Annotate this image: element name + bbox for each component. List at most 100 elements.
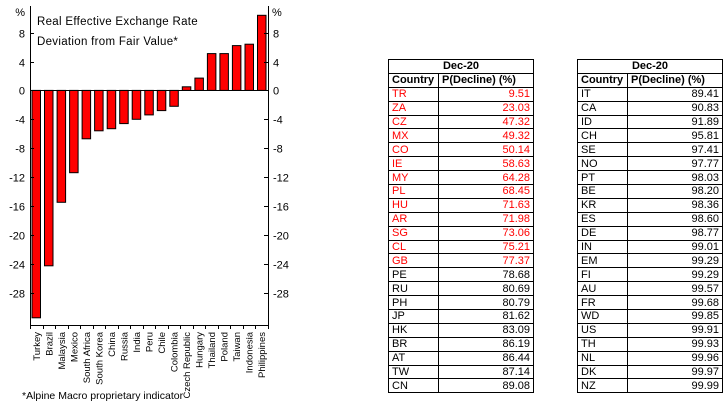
y-axis-unit-right: % [272,7,282,19]
pdecline-value-cell: 71.63 [438,197,534,213]
table-row: ZA 23.03 [388,100,534,116]
bar-peru [144,89,154,116]
y-tick-label-right: -8 [273,144,283,156]
country-cell: SE [577,142,628,158]
bar-series [31,14,267,319]
pdecline-value-cell: 73.06 [438,225,534,241]
pdecline-value-cell: 78.68 [438,267,534,283]
country-cell: AR [388,211,439,227]
pdecline-value-cell: 89.41 [627,86,723,102]
bar-south-africa [81,89,92,140]
country-cell: NZ [577,378,628,394]
table-row: TR 9.51 [388,86,534,102]
pdecline-value-cell: 99.97 [627,364,723,380]
table-row: WD 99.85 [577,309,723,324]
y-tick-label-left: -16 [9,202,25,214]
pdecline-value-cell: 99.96 [627,350,723,366]
country-cell: TR [388,86,439,102]
table-row: PT 98.03 [577,170,723,186]
x-category-label-china: China [107,331,118,357]
table-row: RU 80.69 [388,281,534,297]
table-row: MY 64.28 [388,170,534,186]
bar-hungary [194,77,204,91]
country-cell: FI [577,267,628,283]
pdecline-value-cell: 75.21 [438,239,534,255]
pdecline-column-header: P(Decline) (%) [627,72,723,88]
x-category-label-hungary: Hungary [195,332,206,368]
country-cell: CN [388,378,439,394]
pdecline-value-cell: 87.14 [438,364,534,380]
bar-indonesia [244,43,254,91]
x-category-label-czech-republic: Czech Republic [182,332,193,399]
table-row: ID 91.89 [577,114,723,130]
x-category-label-malaysia: Malaysia [57,331,68,369]
y-tick-label-left: -24 [9,260,25,272]
table-row: SE 97.41 [577,142,723,158]
pdecline-value-cell: 98.60 [627,211,723,227]
country-cell: CL [388,239,439,255]
country-cell: WD [577,309,628,324]
y-tick-label-left: 4 [19,58,25,70]
table-row: PL 68.45 [388,184,534,199]
table-period-row: Dec-20 [388,59,534,74]
pdecline-table-1: Dec-20 Country P(Decline) (%) TR 9.51 ZA 23.03… [388,59,534,394]
x-category-label-poland: Poland [220,332,231,362]
pdecline-value-cell: 64.28 [438,170,534,186]
table-row: CL 75.21 [388,239,534,255]
country-cell: FR [577,295,628,311]
chart-axes: 8 8 4 4 0 0 -4 -4 -8 -8 -12 -12 -16 -16 -20 -20 -24 -24 -2… [9,6,289,399]
country-cell: ID [577,114,628,130]
country-cell: CO [388,142,439,158]
pdecline-value-cell: 80.79 [438,295,534,311]
y-tick-label-right: -4 [273,115,283,127]
country-cell: TW [388,364,439,380]
country-cell: EM [577,253,628,269]
y-tick-label-left: -4 [15,115,25,127]
pdecline-value-cell: 98.77 [627,225,723,241]
bar-mexico [69,89,79,174]
pdecline-value-cell: 99.29 [627,253,723,269]
country-cell: BE [577,184,628,199]
chart-footnote: *Alpine Macro proprietary indicator [22,390,184,402]
country-cell: CA [577,100,628,116]
pdecline-value-cell: 90.83 [627,100,723,116]
x-category-label-south-korea: South Korea [94,331,105,385]
country-cell: DE [577,225,628,241]
bar-russia [119,89,129,125]
y-tick-label-left: -12 [9,173,25,185]
table-row: TW 87.14 [388,364,534,380]
pdecline-value-cell: 99.91 [627,322,723,338]
y-axis-unit-left: % [15,7,25,19]
country-cell: GB [388,253,439,269]
bar-philippines [257,14,267,91]
table-row: IT 89.41 [577,86,723,102]
country-cell: HU [388,197,439,213]
pdecline-value-cell: 50.14 [438,142,534,158]
table-row: CN 89.08 [388,378,534,394]
bar-india [131,89,142,120]
country-cell: PL [388,184,439,199]
table-row: PE 78.68 [388,267,534,283]
pdecline-value-cell: 23.03 [438,100,534,116]
y-tick-label-right: 4 [273,58,279,70]
table-period-header: Dec-20 [577,59,723,74]
pdecline-value-cell: 98.03 [627,170,723,186]
y-tick-label-right: -24 [273,260,289,272]
pdecline-value-cell: 49.32 [438,128,534,144]
table-row: FR 99.68 [577,295,723,311]
table-row: US 99.91 [577,322,723,338]
bar-poland [219,53,229,91]
country-cell: HK [388,322,439,338]
country-cell: US [577,322,628,338]
table-row: CO 50.14 [388,142,534,158]
x-category-label-taiwan: Taiwan [232,332,243,362]
y-tick-label-right: -28 [273,289,289,301]
country-cell: BR [388,336,439,352]
country-cell: MY [388,170,439,186]
table-row: NL 99.96 [577,350,723,366]
table-row: ES 98.60 [577,211,723,227]
pdecline-value-cell: 77.37 [438,253,534,269]
table-row: AU 99.57 [577,281,723,297]
table-row: AT 86.44 [388,350,534,366]
bar-colombia [169,89,179,107]
